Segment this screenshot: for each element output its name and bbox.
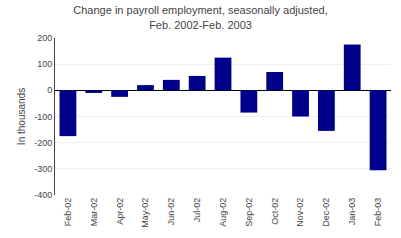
svg-text:May-02: May-02 bbox=[140, 198, 150, 228]
svg-text:Apr-02: Apr-02 bbox=[115, 198, 125, 225]
svg-text:Mar-02: Mar-02 bbox=[89, 198, 99, 227]
svg-text:Aug-02: Aug-02 bbox=[218, 198, 228, 227]
svg-text:Jan-03: Jan-03 bbox=[347, 198, 357, 226]
svg-text:Jul-02: Jul-02 bbox=[192, 198, 202, 223]
svg-text:100: 100 bbox=[37, 59, 52, 69]
svg-text:200: 200 bbox=[37, 33, 52, 43]
svg-text:0: 0 bbox=[47, 85, 52, 95]
svg-text:Sep-02: Sep-02 bbox=[244, 198, 254, 227]
svg-text:Jun-02: Jun-02 bbox=[166, 198, 176, 226]
svg-text:Oct-02: Oct-02 bbox=[270, 198, 280, 225]
svg-text:-100: -100 bbox=[34, 112, 52, 122]
svg-text:Dec-02: Dec-02 bbox=[321, 198, 331, 227]
svg-text:Change in payroll employment,: Change in payroll employment, seasonally… bbox=[73, 4, 327, 30]
svg-text:-400: -400 bbox=[34, 190, 52, 200]
svg-text:-200: -200 bbox=[34, 138, 52, 148]
svg-text:Feb-02: Feb-02 bbox=[63, 198, 73, 227]
svg-text:In thousands: In thousands bbox=[16, 88, 27, 145]
svg-text:Feb-03: Feb-03 bbox=[373, 198, 383, 227]
svg-text:Nov-02: Nov-02 bbox=[295, 198, 305, 227]
svg-text:-300: -300 bbox=[34, 164, 52, 174]
